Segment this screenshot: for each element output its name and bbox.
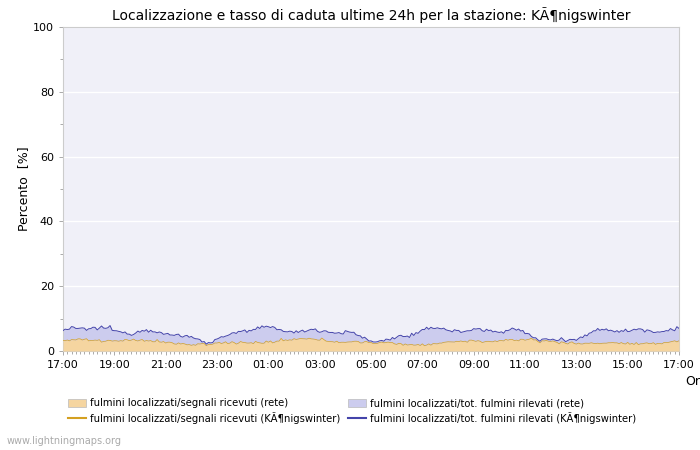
Y-axis label: Percento  [%]: Percento [%] xyxy=(18,147,30,231)
Text: www.lightningmaps.org: www.lightningmaps.org xyxy=(7,436,122,446)
Text: Orario: Orario xyxy=(685,375,700,388)
Title: Localizzazione e tasso di caduta ultime 24h per la stazione: KÃ¶nigswinter: Localizzazione e tasso di caduta ultime … xyxy=(112,7,630,23)
Legend: fulmini localizzati/segnali ricevuti (rete), fulmini localizzati/segnali ricevut: fulmini localizzati/segnali ricevuti (re… xyxy=(68,398,636,424)
